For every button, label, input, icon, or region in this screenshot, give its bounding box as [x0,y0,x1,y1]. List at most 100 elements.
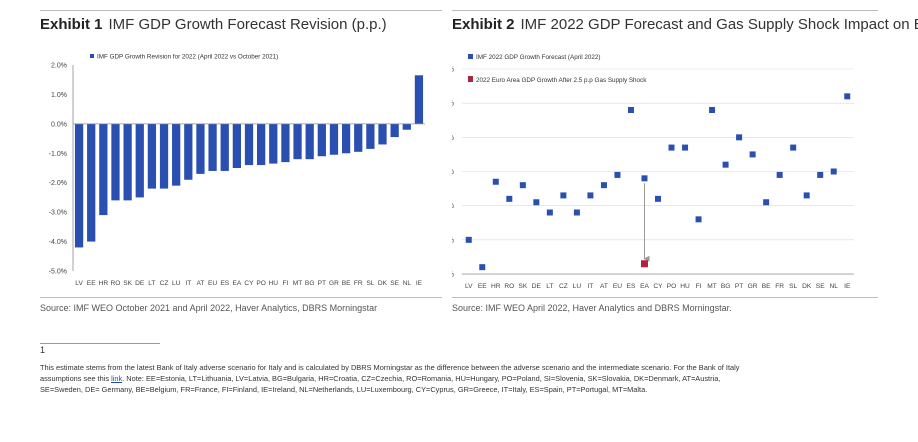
exhibit2-point-fr [776,171,783,178]
exhibit2-point-cz [560,192,567,199]
exhibit1-bar-at [196,123,205,174]
exhibit1-label: Exhibit 1 [40,16,103,33]
exhibit1-xtick-label: SL [366,280,374,287]
exhibit1-ytick-label: -3.0% [49,210,67,217]
footnote-rule [40,343,160,344]
exhibit2-ytick-label: 4.0% [452,135,454,142]
exhibit1-bar-eu [208,123,217,171]
exhibit1-bar-dk [378,123,387,145]
exhibit1-xtick-label: IE [416,280,423,287]
exhibit1-bar-ee [87,123,96,242]
footnote-mark: 1 [40,345,46,355]
exhibit2-point-ie [844,93,851,100]
exhibit1-bar-hr [99,123,108,216]
exhibit1-bar-nl [402,123,411,130]
exhibit1-xtick-label: FI [282,280,288,287]
exhibit1-bottom-rule [40,297,442,298]
exhibit1-xtick-label: EE [87,280,96,287]
exhibit2-point-at [600,182,607,189]
exhibit2-point-fi [695,216,702,223]
exhibit2-legend-swatch-shock [468,76,473,82]
exhibit2-ytick-label: 3.0% [452,169,454,176]
exhibit2-xtick-label: SE [816,283,825,290]
exhibit2-point-bg [722,161,729,168]
exhibit1-title-text: IMF GDP Growth Forecast Revision (p.p.) [108,16,387,33]
exhibit2-xtick-label: IE [844,283,851,290]
exhibit1-bar-lt [147,123,157,189]
exhibit2-point-dk [803,192,810,199]
exhibit1-xtick-label: BG [305,280,315,287]
exhibit1-bar-de [135,123,144,198]
exhibit2-xtick-label: LU [573,283,582,290]
exhibit2-ytick-label: 2.0% [452,203,454,210]
exhibit2-xtick-label: DE [532,283,542,290]
exhibit1-bar-lu [172,123,181,186]
exhibit2-xtick-label: AT [600,283,608,290]
exhibit1-xtick-label: IT [185,280,191,287]
exhibit2-xtick-label: EU [613,283,622,290]
exhibit2-ytick-label: 1.0% [452,237,454,244]
exhibit2-legend-label-forecast: IMF 2022 GDP Growth Forecast (April 2022… [476,54,600,61]
exhibit2-ytick-label: 0.0% [452,272,454,279]
exhibit2-source: Source: IMF WEO April 2022, Haver Analyt… [452,303,732,313]
exhibit2-xtick-label: CZ [559,283,568,290]
exhibit1-bar-fi [281,123,290,163]
exhibit2-xtick-label: PT [735,283,743,290]
exhibit2-label: Exhibit 2 [452,16,515,33]
exhibit1-xtick-label: ES [220,280,229,287]
exhibit2-title-text: IMF 2022 GDP Forecast and Gas Supply Sho… [520,16,918,33]
exhibit1-xtick-label: GR [329,280,339,287]
exhibit2-xtick-label: LV [465,283,473,290]
exhibit1-bar-ie [414,75,424,124]
exhibit2-point-hr [492,178,499,185]
exhibit2-xtick-label: BE [762,283,771,290]
exhibit2-point-gr [749,151,756,158]
exhibit1-ytick-label: 1.0% [51,92,67,99]
exhibit1-xtick-label: LT [148,280,155,287]
exhibit2-xtick-label: LT [546,283,553,290]
footnote-text-after: . Note: EE=Estonia, LT=Lithuania, LV=Lat… [40,374,721,394]
exhibit1-xtick-label: NL [403,280,412,287]
exhibit2-xtick-label: IT [587,283,593,290]
exhibit1-xtick-label: EA [232,280,241,287]
exhibit1-title: Exhibit 1 IMF GDP Growth Forecast Revisio… [40,16,387,33]
exhibit2-point-se [817,171,824,178]
exhibit1-ytick-label: -4.0% [49,239,67,246]
exhibit1-bar-se [390,123,399,138]
exhibit1-ytick-label: -2.0% [49,180,67,187]
exhibit1-xtick-label: LU [172,280,181,287]
exhibit1-xtick-label: CY [244,280,254,287]
exhibit2-point-ro [506,195,513,202]
exhibit2-xtick-label: MT [707,283,717,290]
footnote-link[interactable]: link [111,374,123,383]
exhibit1-bar-ea [232,123,241,168]
exhibit1-xtick-label: MT [293,280,303,287]
exhibit1-bar-chart: 2.0% 1.0% 0.0% -1.0% -2.0% -3.0% -4.0% -5.0% LV… [49,54,425,287]
exhibit2-xtick-label: SK [518,283,527,290]
exhibit1-bar-cy [244,123,254,166]
exhibit1-xtick-label: PT [318,280,326,287]
exhibit2-bottom-rule [452,297,878,298]
exhibit1-xtick-label: DE [135,280,145,287]
exhibit1-bar-fr [354,123,363,152]
exhibit1-xtick-label: HR [99,280,109,287]
exhibit2-point-nl [830,168,837,175]
exhibit2-point-ee [479,264,486,271]
exhibit2-point-mt [709,107,716,113]
exhibit1-bar-cz [159,123,169,189]
exhibit1-xtick-label: AT [196,280,204,287]
exhibit2-title: Exhibit 2 IMF 2022 GDP Forecast and Gas S… [452,16,918,33]
exhibit1-xtick-label: PO [256,280,266,287]
exhibit2-point-es [627,107,634,113]
exhibit2-xtick-label: HR [491,283,501,290]
exhibit2-point-lu [573,209,580,216]
exhibit2-point-hu [682,144,689,151]
exhibit2-legend-swatch-forecast [468,54,473,59]
exhibit2-legend-label-shock: 2022 Euro Area GDP Growth After 2.5 p.p … [476,77,647,84]
exhibit1-xtick-label: FR [354,280,363,287]
exhibit2-point-it [587,192,594,199]
exhibit2-point-lt [546,209,553,216]
exhibit1-bar-it [184,123,193,180]
exhibit2-xtick-label: PO [667,283,677,290]
exhibit2-xtick-label: FI [696,283,702,290]
